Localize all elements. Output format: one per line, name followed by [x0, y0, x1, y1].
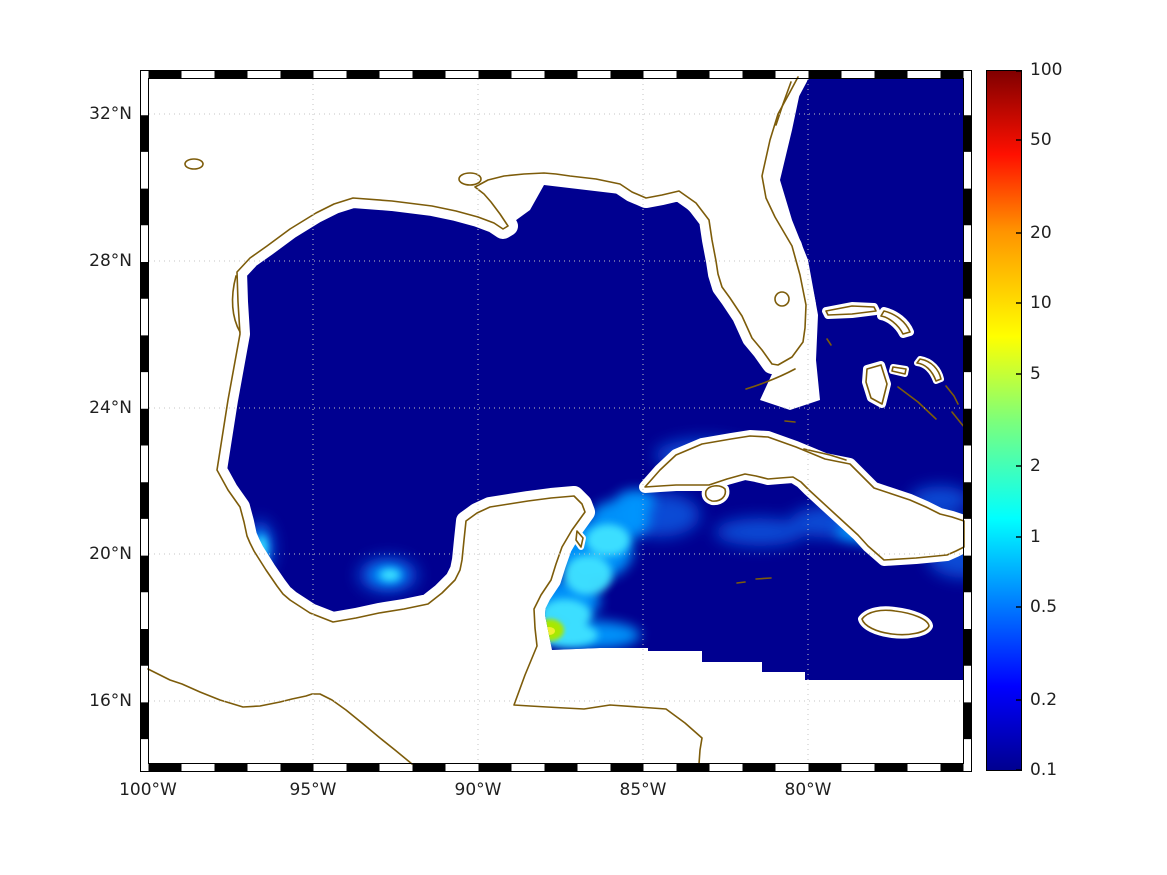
coastline-layer: [147, 76, 966, 765]
land-jamaica: [858, 606, 933, 639]
lake-pontchartrain: [458, 172, 482, 186]
cb-tick-label-20: 20: [1030, 223, 1052, 243]
coastline-florida-keys: [745, 368, 796, 390]
lat-tick-label-28n: 28°N: [89, 251, 132, 271]
coastline-bimini: [826, 338, 832, 346]
lat-tick-label-20n: 20°N: [89, 544, 132, 564]
coastline-jamaica: [861, 609, 930, 636]
coastline-new-providence: [891, 366, 907, 375]
lon-tick-label-80w: 80°W: [784, 780, 832, 800]
cb-tick-label-10: 10: [1030, 293, 1052, 313]
coastline-mainland: [216, 76, 807, 765]
coastline-sabana-cays: [803, 448, 847, 461]
lon-tick-label-100w: 100°W: [119, 780, 177, 800]
colorbar-ticks: [1016, 70, 1021, 771]
coastline-cat-island: [945, 385, 959, 405]
galveston-bay: [184, 158, 204, 170]
coastline-cay-sal: [784, 420, 796, 423]
cb-tick-label-0p1: 0.1: [1030, 760, 1058, 780]
lon-tick-label-90w: 90°W: [454, 780, 502, 800]
coastline-cuba: [644, 435, 965, 561]
coastline-grand-bahama: [825, 305, 877, 316]
lon-tick-label-95w: 95°W: [289, 780, 337, 800]
lat-tick-label-32n: 32°N: [89, 104, 132, 124]
map-frame: [140, 70, 972, 772]
coastline-georgia-islands: [775, 81, 792, 126]
coastline-abaco: [880, 310, 911, 335]
coastline-exuma-cays: [897, 386, 937, 420]
coastline-cayman-islands: [736, 577, 772, 584]
cb-tick-label-100: 100: [1030, 60, 1063, 80]
coastline-isla-juventud: [704, 485, 727, 502]
coastline-pacific: [147, 668, 413, 765]
lat-tick-label-24n: 24°N: [89, 398, 132, 418]
cb-tick-label-5: 5: [1030, 364, 1041, 384]
cb-tick-label-1: 1: [1030, 527, 1041, 547]
cb-tick-label-50: 50: [1030, 130, 1052, 150]
cb-tick-label-0p2: 0.2: [1030, 690, 1058, 710]
cb-tick-label-0p5: 0.5: [1030, 597, 1058, 617]
plume-bright-group: [257, 523, 960, 647]
cb-tick-label-2: 2: [1030, 456, 1041, 476]
colorbar-gradient: [986, 70, 1022, 771]
map-plot-area: [140, 70, 972, 772]
coastline-eleuthera: [916, 358, 942, 382]
lon-tick-label-85w: 85°W: [619, 780, 667, 800]
coastline-cozumel: [575, 530, 584, 548]
colorbar: [986, 70, 1022, 771]
graticule: [149, 79, 963, 763]
lake-okeechobee: [774, 291, 790, 307]
lat-tick-label-16n: 16°N: [89, 691, 132, 711]
coastline-laguna-madre: [231, 275, 241, 333]
coastline-andros: [865, 364, 888, 405]
